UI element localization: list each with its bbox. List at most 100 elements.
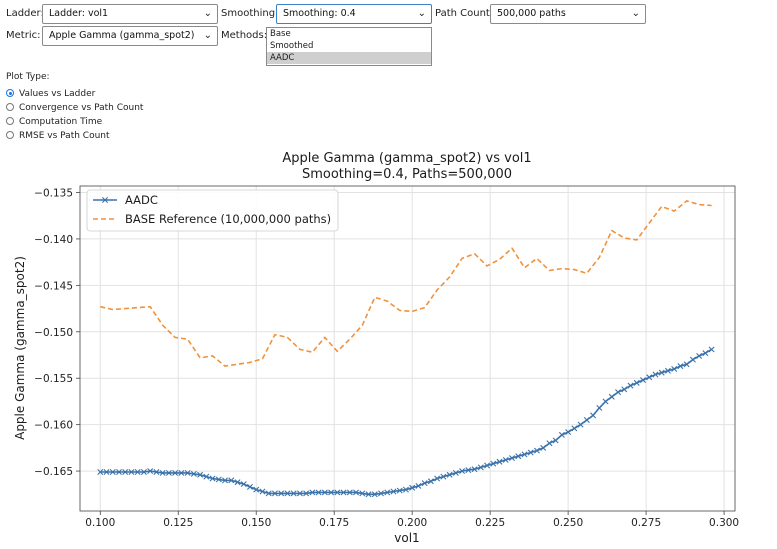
plot-type-option-label: Computation Time [19,117,103,127]
data-point-marker [415,482,422,489]
metric-label: Metric: [6,30,41,41]
data-point-marker [209,475,216,482]
path-count-label: Path Count: [435,8,494,19]
data-point-marker [328,489,335,496]
x-tick-label: 0.150 [241,517,271,529]
data-point-marker [402,486,409,493]
data-point-marker [484,462,491,469]
data-point-marker [689,356,696,363]
ladder-select-value: Ladder: vol1 [49,8,109,19]
y-tick-label: −0.135 [34,188,73,200]
data-point-marker [303,490,310,497]
data-point-marker [371,491,378,498]
chevron-down-icon: ⌄ [203,8,212,19]
data-point-marker [234,479,241,486]
data-point-marker [427,478,434,485]
x-tick-label: 0.275 [631,517,661,529]
data-point-marker [140,469,147,475]
data-point-marker [702,350,709,357]
data-point-marker [222,477,229,484]
data-point-marker [259,488,266,495]
data-point-marker [97,469,104,475]
data-point-marker [265,490,272,497]
data-point-marker [296,490,303,497]
plot-type-option-values[interactable]: Values vs Ladder [6,88,95,100]
methods-option-base[interactable]: Base [270,29,291,39]
data-point-marker [184,469,191,476]
data-point-marker [590,412,597,419]
data-point-marker [228,477,235,484]
ladder-select[interactable]: Ladder: vol1 ⌄ [42,4,218,24]
data-point-marker [147,468,154,475]
data-point-marker [583,417,590,423]
data-point-marker [708,346,715,353]
metric-select[interactable]: Apple Gamma (gamma_spot2) ⌄ [42,26,218,46]
y-tick-label: −0.155 [34,373,73,385]
data-point-marker [203,473,210,480]
methods-option-smoothed[interactable]: Smoothed [270,41,314,51]
chart-subtitle: Smoothing=0.4, Paths=500,000 [302,167,512,182]
data-point-marker [334,489,341,496]
methods-listbox[interactable]: Base Smoothed AADC [266,27,432,66]
data-point-marker [159,469,166,476]
smoothing-select[interactable]: Smoothing: 0.4 ⌄ [276,4,432,24]
data-point-marker [658,369,665,376]
data-point-marker [309,489,316,496]
x-axis-label: vol1 [394,531,419,545]
data-point-marker [533,447,540,454]
data-point-marker [508,455,515,462]
plot-type-option-convergence[interactable]: Convergence vs Path Count [6,102,143,114]
data-point-marker [558,431,565,438]
plot-type-option-time[interactable]: Computation Time [6,116,102,128]
data-point-marker [652,371,659,378]
plot-type-option-rmse[interactable]: RMSE vs Path Count [6,130,110,142]
data-point-marker [540,444,547,451]
radio-checked-icon[interactable] [6,89,14,97]
path-count-select-value: 500,000 paths [497,8,566,19]
data-point-marker [565,429,572,436]
radio-icon[interactable] [6,117,14,125]
data-point-marker [172,469,179,476]
data-point-marker [639,377,646,384]
data-point-marker [396,487,403,494]
radio-icon[interactable] [6,131,14,139]
data-point-marker [278,490,285,497]
data-point-marker [577,421,584,428]
data-point-marker [440,473,447,480]
data-point-marker [390,488,397,495]
data-point-marker [446,471,453,478]
data-point-marker [571,425,578,432]
x-tick-label: 0.300 [709,517,739,529]
plot-type-option-label: RMSE vs Path Count [19,131,110,141]
data-point-marker [502,456,509,463]
data-point-marker [615,389,622,396]
data-point-marker [452,469,459,476]
legend-label: BASE Reference (10,000,000 paths) [125,212,331,226]
data-point-marker [103,469,110,475]
data-point-marker [459,468,466,475]
series-line-base-reference [100,200,712,367]
data-point-marker [671,365,678,372]
data-point-marker [527,449,534,456]
y-tick-label: −0.140 [34,234,73,246]
data-point-marker [434,475,441,482]
plot-type-option-label: Convergence vs Path Count [19,103,144,113]
radio-icon[interactable] [6,103,14,111]
data-point-marker [384,489,391,496]
data-point-marker [546,440,553,447]
chevron-down-icon: ⌄ [203,30,212,41]
path-count-select[interactable]: 500,000 paths ⌄ [490,4,646,24]
y-axis-label: Apple Gamma (gamma_spot2) [13,256,27,440]
data-point-marker [109,469,116,475]
methods-option-aadc[interactable]: AADC [267,52,431,64]
x-tick-label: 0.125 [163,517,193,529]
data-point-marker [346,489,353,496]
data-point-marker [246,483,253,490]
y-tick-label: −0.145 [34,280,73,292]
y-tick-label: −0.150 [34,327,73,339]
data-point-marker [284,490,291,497]
data-point-marker [633,379,640,386]
data-point-marker [596,404,603,411]
data-point-marker [359,490,366,497]
